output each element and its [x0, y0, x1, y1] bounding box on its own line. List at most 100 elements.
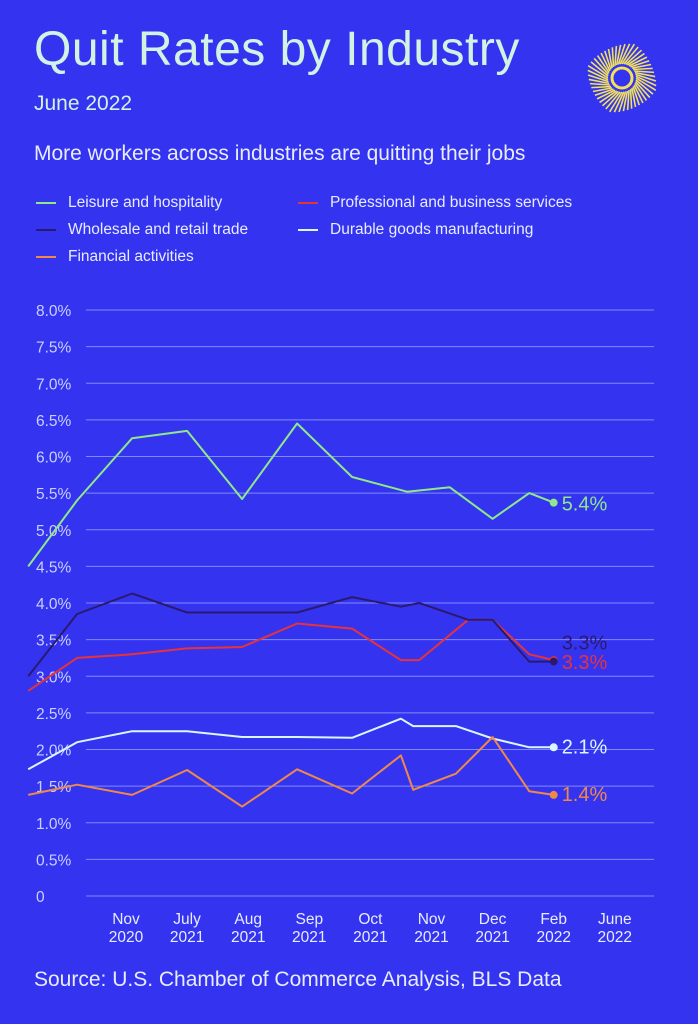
x-tick-label: Feb — [540, 911, 567, 928]
x-tick-label-year: 2021 — [292, 929, 326, 946]
logo-ray — [635, 73, 657, 82]
legend-label: Leisure and hospitality — [68, 194, 223, 211]
x-tick-label-year: 2021 — [231, 929, 265, 946]
legend-item: Professional and business services — [298, 194, 572, 212]
series-line — [27, 592, 554, 677]
legend-swatch — [298, 229, 318, 231]
logo-ray — [628, 56, 648, 67]
chart-date: June 2022 — [34, 92, 133, 115]
logo-ray — [626, 52, 645, 66]
logo-ray — [615, 44, 622, 66]
logo-ray — [601, 90, 619, 107]
y-tick-label: 6.5% — [36, 413, 72, 430]
series-end-label: 3.3% — [562, 652, 608, 674]
logo-ray — [603, 50, 612, 70]
x-tick-label-year: 2021 — [475, 929, 509, 946]
x-tick-label-year: 2020 — [109, 929, 144, 946]
logo-ray — [634, 82, 648, 101]
logo-ray — [596, 55, 610, 74]
x-tick-label: Nov — [418, 911, 446, 928]
chart-title: Quit Rates by Industry — [34, 23, 520, 76]
x-tick-label: Aug — [234, 911, 262, 928]
y-tick-label: 3.5% — [36, 633, 72, 650]
series-line — [27, 618, 554, 692]
legend-swatch — [36, 202, 56, 204]
legend-swatch — [298, 202, 318, 204]
x-tick-label-year: 2021 — [170, 929, 204, 946]
y-tick-label: 8.0% — [36, 303, 72, 320]
series-end-label: 1.4% — [562, 784, 608, 806]
y-tick-label: 6.0% — [36, 450, 72, 467]
legend-label: Wholesale and retail trade — [68, 221, 249, 238]
y-tick-label: 2.0% — [36, 743, 72, 760]
series-end-label: 5.4% — [562, 494, 608, 516]
logo-ray — [626, 90, 630, 111]
y-tick-label: 5.5% — [36, 486, 72, 503]
series-end-label: 3.3% — [562, 633, 608, 655]
y-tick-label: 2.5% — [36, 706, 72, 723]
logo-ray — [625, 49, 643, 66]
legend-item: Wholesale and retail trade — [36, 221, 248, 239]
x-tick-label: July — [173, 911, 201, 928]
logo-ray — [617, 43, 626, 65]
logo-ray — [618, 91, 627, 113]
legend-label: Durable goods manufacturing — [330, 221, 534, 238]
logo-ray — [631, 63, 652, 69]
legend-item: Durable goods manufacturing — [298, 221, 533, 239]
logo-ray — [596, 89, 616, 100]
legend-item: Financial activities — [36, 248, 194, 266]
y-tick-label: 4.0% — [36, 596, 72, 613]
chart-tagline: More workers across industries are quitt… — [34, 142, 526, 165]
logo-ray — [633, 84, 644, 104]
logo-ray — [611, 47, 615, 67]
logo-ray — [634, 70, 655, 74]
x-tick-label-year: 2021 — [353, 929, 387, 946]
logo-ray — [634, 81, 651, 99]
logo-ray — [592, 87, 613, 93]
logo-ray — [633, 67, 653, 71]
series-end-label: 2.1% — [562, 736, 608, 758]
x-tick-label: Nov — [112, 911, 140, 928]
sunburst-logo-icon — [587, 43, 657, 113]
logo-ray — [594, 88, 614, 97]
logo-ray — [622, 90, 629, 112]
logo-ray — [631, 87, 637, 108]
y-tick-label: 7.5% — [36, 340, 72, 357]
logo-ray — [635, 77, 657, 92]
legend: Leisure and hospitality Professional and … — [36, 194, 676, 274]
logo-ray — [630, 59, 650, 68]
source-note: Source: U.S. Chamber of Commerce Analysi… — [34, 968, 562, 991]
x-tick-label-year: 2021 — [414, 929, 448, 946]
logo-ray — [608, 91, 623, 113]
logo-ray — [589, 82, 610, 86]
series-line — [27, 422, 555, 567]
legend-item: Leisure and hospitality — [36, 194, 222, 212]
x-tick-label: Sep — [296, 911, 324, 928]
logo-ray — [635, 75, 657, 87]
logo-ray — [593, 57, 610, 75]
logo-ray — [587, 64, 609, 79]
series-end-marker — [549, 743, 558, 752]
logo-ray — [590, 61, 609, 77]
logo-ray — [591, 85, 611, 89]
y-tick-label: 1.0% — [36, 816, 72, 833]
legend-label: Financial activities — [68, 248, 194, 265]
series-end-marker — [549, 498, 558, 507]
logo-ray — [587, 74, 609, 83]
logo-ray — [621, 43, 636, 65]
logo-ray — [607, 48, 613, 69]
legend-swatch — [36, 256, 56, 258]
logo-ray — [588, 78, 610, 85]
logo-ray — [629, 89, 633, 109]
legend-label: Professional and business services — [330, 194, 573, 211]
y-tick-label: 3.0% — [36, 669, 72, 686]
y-tick-label: 0.5% — [36, 852, 72, 869]
series-end-marker — [549, 790, 558, 799]
x-tick-label-year: 2022 — [536, 929, 570, 946]
series-line — [27, 717, 554, 771]
logo-ray — [623, 46, 639, 65]
logo-ray — [599, 90, 618, 104]
logo-ray — [635, 79, 654, 95]
y-tick-label: 4.5% — [36, 559, 72, 576]
